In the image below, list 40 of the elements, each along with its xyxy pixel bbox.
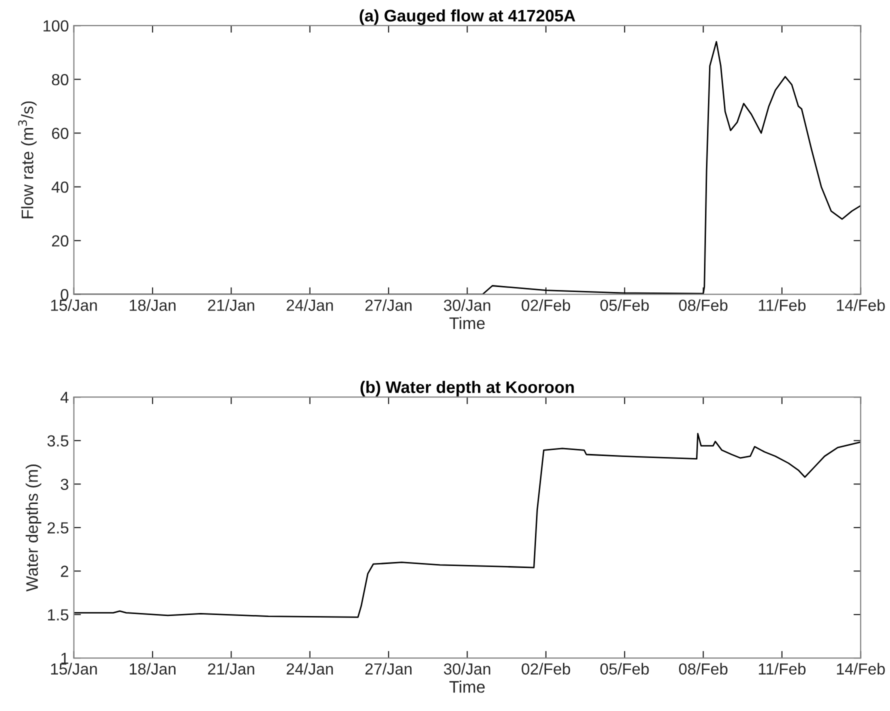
x-tick-label: 02/Feb	[522, 299, 570, 311]
y-tick-label: 60	[52, 128, 68, 140]
y-tick-label: 0	[60, 288, 68, 300]
x-tick-label: 08/Feb	[679, 662, 728, 675]
x-tick-label: 02/Feb	[522, 662, 570, 675]
y-tick-label: 3.5	[47, 435, 68, 447]
y-tick-label: 2.5	[48, 522, 68, 534]
y-tick-label: 100	[44, 20, 68, 32]
x-tick-label: 14/Feb	[836, 662, 885, 675]
chart-title: (a) Gauged flow at 417205A	[360, 9, 576, 25]
y-axis-title: Flow rate (m$^{3}$/s)	[18, 101, 37, 218]
x-tick-label: 27/Jan	[365, 662, 412, 675]
x-axis-title: Time	[449, 680, 485, 693]
y-tick-label: 1.5	[48, 609, 68, 620]
y-tick-label: 2	[60, 566, 68, 577]
x-tick-label: 24/Jan	[286, 662, 333, 675]
x-tick-label: 18/Jan	[130, 299, 176, 311]
x-tick-label: 05/Feb	[600, 299, 649, 311]
y-tick-label: 40	[52, 181, 68, 193]
x-axis-title: Time	[449, 316, 485, 330]
x-tick-label: 21/Jan	[208, 662, 254, 675]
x-tick-label: 15/Jan	[51, 662, 97, 675]
x-tick-label: 15/Jan	[51, 299, 97, 311]
x-tick-label: 21/Jan	[208, 299, 254, 311]
x-tick-label: 05/Feb	[600, 662, 649, 675]
x-tick-label: 14/Feb	[836, 299, 885, 311]
y-tick-label: 3	[60, 478, 68, 490]
chart-title: (b) Water depth at Kooroon	[360, 380, 574, 396]
x-tick-label: 11/Feb	[758, 662, 806, 675]
x-tick-label: 27/Jan	[365, 299, 412, 311]
x-tick-label: 18/Jan	[130, 662, 176, 675]
x-tick-label: 11/Feb	[758, 299, 806, 311]
y-tick-label: 80	[52, 74, 68, 86]
y-axis-title: Water depths (m)	[26, 464, 42, 592]
x-tick-label: 08/Feb	[679, 299, 728, 311]
x-tick-label: 30/Jan	[444, 662, 490, 675]
y-tick-label: 4	[60, 392, 69, 403]
x-tick-label: 24/Jan	[286, 299, 333, 311]
y-tick-label: 20	[52, 235, 68, 247]
x-tick-label: 30/Jan	[444, 299, 490, 311]
